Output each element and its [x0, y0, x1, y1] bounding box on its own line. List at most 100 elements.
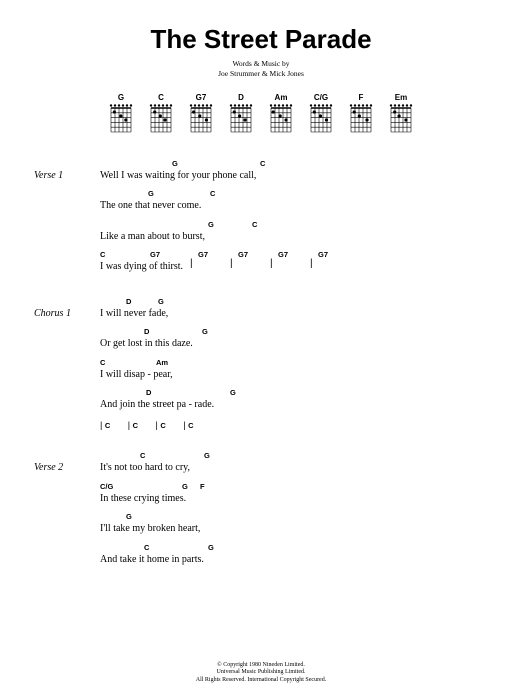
section: Verse 2CGIt's not too hard to cry,C/GGFI… — [34, 452, 488, 574]
chord-row: GC — [100, 221, 256, 231]
chord-row: C Am — [100, 359, 214, 369]
chord-marker: G — [202, 328, 208, 337]
chord-row: CG — [100, 544, 204, 554]
lyric-text: It's not too hard to cry, — [100, 462, 204, 474]
bar-row: | C | C | C | C — [100, 420, 214, 431]
chord-marker: G — [208, 221, 214, 230]
lyric-text: And join the street pa - rade. — [100, 399, 214, 411]
chord-marker: G — [208, 544, 214, 553]
chord-marker: C — [100, 251, 105, 260]
credits-line2: Joe Strummer & Mick Jones — [34, 69, 488, 79]
chord-marker: G — [182, 483, 188, 492]
chord-diagram: G7 — [188, 93, 214, 134]
lyric-text: Like a man about to burst, — [100, 231, 256, 243]
chord-marker: C — [210, 190, 215, 199]
chord-marker: G — [126, 513, 132, 522]
section: Chorus 1DGI will never fade,DGOr get los… — [34, 298, 488, 437]
chord-marker: D — [146, 389, 151, 398]
lyric-text: I will never fade, — [100, 308, 214, 320]
lyric-text: I'll take my broken heart, — [100, 523, 204, 535]
lyric-line: DGI will never fade, — [100, 298, 214, 320]
lyric-text: In these crying times. — [100, 493, 204, 505]
bar-marker: | — [270, 258, 273, 270]
chord-marker: G — [158, 298, 164, 307]
lyric-text: Well I was waiting for your phone call, — [100, 170, 256, 182]
lyric-text: The one that never come. — [100, 200, 256, 212]
chord-marker: C — [260, 160, 265, 169]
chord-marker: G — [204, 452, 210, 461]
chord-row: GC — [100, 160, 256, 170]
credits: Words & Music by Joe Strummer & Mick Jon… — [34, 59, 488, 79]
chord-marker: G7 — [198, 251, 208, 260]
credits-line1: Words & Music by — [34, 59, 488, 69]
copyright-l2: Universal Music Publishing Limited. — [0, 669, 522, 677]
chord-diagram-label: D — [238, 93, 244, 102]
chord-marker: G — [148, 190, 154, 199]
lyric-text: I will disap - pear, — [100, 369, 214, 381]
song-title: The Street Parade — [34, 24, 488, 55]
copyright-l3: All Rights Reserved. International Copyr… — [0, 677, 522, 685]
chord-marker: C — [252, 221, 257, 230]
chord-row: DG — [100, 328, 214, 338]
chord-diagram: C/G — [308, 93, 334, 134]
lyric-line: C AmI will disap - pear, — [100, 359, 214, 381]
section-label: Verse 2 — [34, 452, 100, 574]
chord-row: CG7|G7|G7|G7|G7 — [100, 251, 256, 261]
chord-diagram-label: Em — [395, 93, 407, 102]
lyric-line: DGAnd join the street pa - rade. — [100, 389, 214, 411]
chord-marker: G7 — [238, 251, 248, 260]
bar-marker: | — [230, 258, 233, 270]
chord-diagram-label: Am — [275, 93, 288, 102]
bar-marker: | — [310, 258, 313, 270]
chord-diagram-label: G — [118, 93, 124, 102]
lyric-line: CGIt's not too hard to cry, — [100, 452, 204, 474]
chord-diagram: D — [228, 93, 254, 134]
chord-marker: G7 — [318, 251, 328, 260]
lyric-line: GCWell I was waiting for your phone call… — [100, 160, 256, 182]
chord-marker: G7 — [150, 251, 160, 260]
chord-marker: C — [140, 452, 145, 461]
lyric-line: CG7|G7|G7|G7|G7I was dying of thirst. — [100, 251, 256, 273]
chord-diagram: G — [108, 93, 134, 134]
lyric-line: GI'll take my broken heart, — [100, 513, 204, 535]
section-body: GCWell I was waiting for your phone call… — [100, 160, 256, 282]
chord-marker: G — [230, 389, 236, 398]
copyright-l1: © Copyright 1980 Nineden Limited. — [0, 662, 522, 670]
section-label: Chorus 1 — [34, 298, 100, 437]
chord-row: DG — [100, 298, 214, 308]
chord-row: GC — [100, 190, 256, 200]
lyric-text: I was dying of thirst. — [100, 261, 256, 273]
lyric-line: CGAnd take it home in parts. — [100, 544, 204, 566]
copyright: © Copyright 1980 Nineden Limited. Univer… — [0, 662, 522, 685]
chord-marker: D — [144, 328, 149, 337]
section-body: CGIt's not too hard to cry,C/GGFIn these… — [100, 452, 204, 574]
chord-marker: Am — [156, 359, 168, 368]
section: Verse 1GCWell I was waiting for your pho… — [34, 160, 488, 282]
chord-row: G — [100, 513, 204, 523]
chord-diagram-label: C/G — [314, 93, 328, 102]
lyric-line: DGOr get lost in this daze. — [100, 328, 214, 350]
chord-diagram: Am — [268, 93, 294, 134]
chord-row: CG — [100, 452, 204, 462]
chord-marker: C — [144, 544, 149, 553]
chord-marker: D — [126, 298, 131, 307]
lyric-line: GCLike a man about to burst, — [100, 221, 256, 243]
chord-diagrams: G C G7 D Am C/G F Em — [34, 93, 488, 134]
chord-diagram-label: F — [359, 93, 364, 102]
chord-diagram: Em — [388, 93, 414, 134]
chord-diagram: C — [148, 93, 174, 134]
chord-row: DG — [100, 389, 214, 399]
section-label: Verse 1 — [34, 160, 100, 282]
chord-marker: C/G — [100, 483, 113, 492]
chord-diagram-label: G7 — [196, 93, 207, 102]
lyric-text: And take it home in parts. — [100, 554, 204, 566]
section-body: DGI will never fade,DGOr get lost in thi… — [100, 298, 214, 437]
lyric-text: Or get lost in this daze. — [100, 338, 214, 350]
chord-marker: C — [100, 359, 105, 368]
chord-marker: G7 — [278, 251, 288, 260]
lyric-line: GCThe one that never come. — [100, 190, 256, 212]
bar-marker: | — [190, 258, 193, 270]
lyric-line: C/GGFIn these crying times. — [100, 483, 204, 505]
chord-diagram-label: C — [158, 93, 164, 102]
chord-row: C/GGF — [100, 483, 204, 493]
